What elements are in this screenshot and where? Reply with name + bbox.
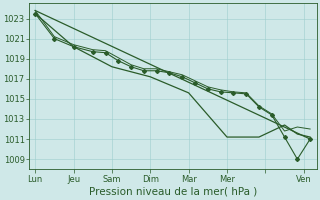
X-axis label: Pression niveau de la mer( hPa ): Pression niveau de la mer( hPa ) xyxy=(89,187,257,197)
